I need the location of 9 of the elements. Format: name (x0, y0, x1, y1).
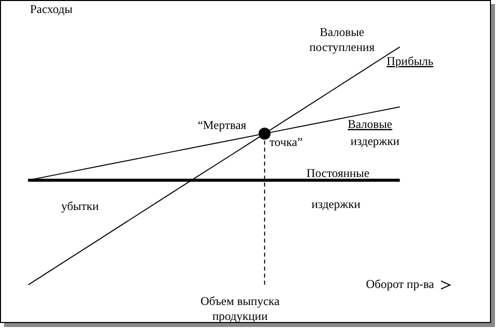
y-axis-title: Расходы (30, 2, 73, 16)
text: Постоянные издержки (306, 166, 370, 211)
annotation: Прибыль (386, 54, 434, 68)
series-label: Валовые издержки (348, 117, 400, 148)
text: Объем выпуска продукции (200, 294, 280, 323)
annotation: убытки (61, 199, 100, 213)
series-label: Валовые поступления (309, 25, 376, 54)
text: “Мертвая точка” (198, 118, 303, 149)
x-axis-title: Оборот пр-ва (366, 277, 435, 291)
